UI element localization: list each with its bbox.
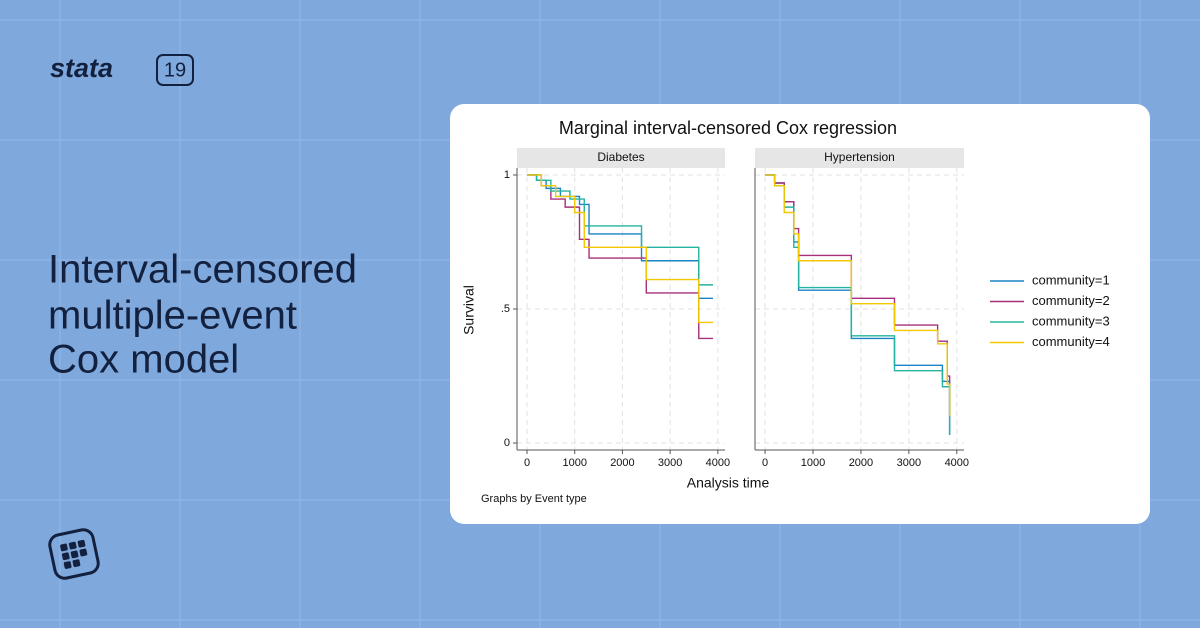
x-tick-label: 0 (762, 457, 768, 469)
y-tick-label: 0 (504, 437, 510, 449)
legend-label: community=2 (1032, 293, 1110, 308)
panel-strip (755, 148, 964, 168)
legend-label: community=3 (1032, 313, 1110, 328)
x-tick-label: 3000 (897, 457, 921, 469)
y-axis-label: Survival (461, 285, 477, 335)
legend-label: community=4 (1032, 334, 1110, 349)
legend-label: community=1 (1032, 272, 1110, 287)
x-tick-label: 3000 (658, 457, 682, 469)
chart-card (450, 104, 1150, 524)
survival-line (765, 174, 951, 417)
x-tick-label: 4000 (945, 457, 969, 469)
x-tick-label: 0 (524, 457, 530, 469)
panel-strip (517, 148, 725, 168)
x-tick-label: 1000 (801, 457, 825, 469)
brand-version-box (156, 54, 194, 86)
headline-line: multiple-event (48, 294, 297, 338)
panel-title: Diabetes (597, 150, 644, 164)
brand-version: 19 (164, 59, 186, 81)
headline-line: Cox model (48, 338, 239, 382)
survival-line (527, 174, 714, 286)
survival-line (765, 174, 951, 417)
chart-note: Graphs by Event type (481, 493, 587, 505)
brand-name: stata (50, 53, 113, 83)
x-axis-label: Analysis time (687, 475, 770, 491)
x-tick-label: 2000 (849, 457, 873, 469)
survival-line (527, 174, 714, 324)
panel: Diabetes 0 .5 1 0 1000 2000 3000 4000 (501, 148, 730, 469)
x-tick-label: 1000 (562, 457, 586, 469)
panel-title: Hypertension (824, 150, 895, 164)
x-tick-label: 4000 (706, 457, 730, 469)
legend: community=1 community=2 community=3 communi… (990, 272, 1110, 349)
y-tick-label: 1 (504, 169, 510, 181)
x-tick-label: 2000 (610, 457, 634, 469)
chart-title: Marginal interval-censored Cox regressio… (559, 118, 897, 138)
headline-line: Interval-censored (48, 248, 357, 292)
panel: Hypertension 0 1000 2000 3000 4000 (754, 148, 969, 469)
app-icon (48, 528, 100, 580)
y-tick-label: .5 (501, 303, 510, 315)
